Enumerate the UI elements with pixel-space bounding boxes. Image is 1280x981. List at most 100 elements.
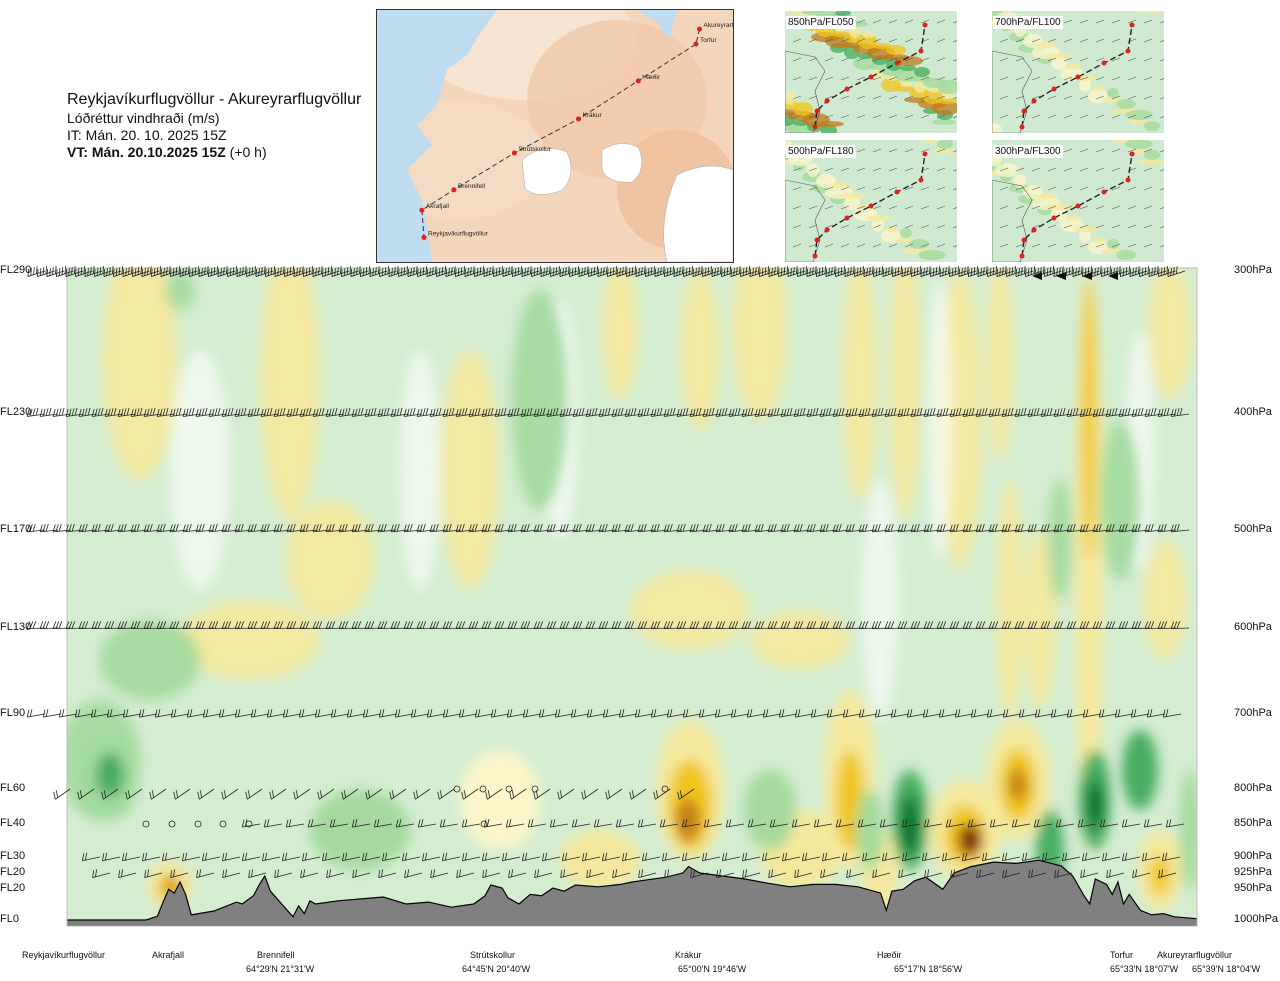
wind-barb [1091, 266, 1110, 277]
wind-barb [559, 523, 579, 533]
wind-barb [635, 266, 654, 277]
velocity-region [1009, 769, 1027, 801]
wind-barb [967, 266, 986, 277]
wind-barb [364, 523, 384, 533]
wind-barb [250, 709, 270, 718]
thumbnail-waypoint [814, 108, 820, 114]
wind-barb [820, 869, 839, 879]
wind-barb [768, 869, 787, 879]
wind-barb [762, 852, 781, 862]
wind-barb [642, 852, 661, 862]
wind-barb [263, 819, 283, 828]
wind-barb [1144, 407, 1164, 417]
wind-barb [522, 852, 541, 862]
velocity-region [1180, 770, 1197, 890]
wind-barb [202, 709, 222, 718]
wind-barb [299, 407, 319, 417]
wind-barb [1079, 523, 1099, 533]
wind-barb [122, 709, 142, 718]
wind-barb [690, 869, 709, 879]
wind-barb [65, 266, 84, 277]
station-coordinate: 65°33'N 18°07'W [1110, 964, 1179, 974]
velocity-region [1150, 855, 1170, 895]
wind-barb [762, 709, 782, 718]
wind-barb [758, 266, 777, 277]
wind-barb [714, 709, 734, 718]
wind-barb [325, 523, 345, 533]
wind-barb [571, 819, 591, 828]
wind-barb [1092, 407, 1112, 417]
wind-barb [954, 709, 974, 718]
thumbnail-700[interactable]: 700hPa/FL100 [992, 11, 1164, 133]
velocity-region [602, 268, 638, 400]
wind-barb [207, 266, 226, 277]
wind-barb [858, 709, 878, 718]
wind-barb [458, 709, 478, 718]
pressure-level-label: 500hPa [1234, 523, 1272, 535]
wind-barb [255, 266, 274, 277]
wind-barb [1033, 819, 1053, 828]
wind-barb [806, 266, 825, 277]
wind-barb [102, 852, 121, 862]
wind-barb [65, 407, 85, 417]
wind-barb [84, 266, 103, 277]
waypoint-label: Krákur [582, 112, 602, 119]
wind-barb [118, 869, 137, 879]
thumbnail-500[interactable]: 500hPa/FL180 [785, 140, 957, 262]
wind-barb [884, 407, 904, 417]
glacier [663, 165, 733, 262]
wind-barb [1131, 621, 1151, 630]
wind-barb [1143, 819, 1163, 828]
wind-barb [872, 266, 891, 277]
wind-barb [464, 266, 483, 277]
velocity-region [180, 600, 320, 680]
wind-barb [182, 407, 202, 417]
wind-barb [46, 266, 65, 277]
wind-barb [312, 621, 332, 630]
wind-barb [1082, 709, 1102, 718]
wind-barb [330, 709, 350, 718]
wind-barb [78, 407, 98, 417]
velocity-region [1122, 730, 1158, 810]
wind-barb [793, 523, 813, 533]
thumbnail-300[interactable]: 300hPa/FL300 [992, 140, 1164, 262]
wind-barb [494, 523, 514, 533]
wind-barb [1014, 621, 1034, 630]
wind-barb [568, 266, 587, 277]
waypoint-marker [697, 26, 703, 32]
wind-barb [891, 266, 910, 277]
wind-barb [682, 709, 702, 718]
wind-barb [397, 266, 416, 277]
wind-barb [989, 819, 1009, 828]
wind-barb [910, 407, 930, 417]
thumbnail-850[interactable]: 850hPa/FL050 [785, 11, 957, 133]
wind-barb [26, 621, 46, 630]
wind-barb [862, 852, 881, 862]
wind-barb [949, 523, 969, 533]
wind-barb [234, 407, 254, 417]
wind-barb [160, 266, 179, 277]
wind-barb [1053, 407, 1073, 417]
wind-barb-pennant [1082, 272, 1092, 280]
wind-barb [1130, 709, 1150, 718]
wind-barb [1118, 523, 1138, 533]
wind-barb [936, 621, 956, 630]
wind-barb [1072, 266, 1091, 277]
wind-barb [871, 523, 891, 533]
wind-barb [138, 709, 158, 718]
wind-barb [247, 523, 267, 533]
wind-barb [156, 621, 176, 630]
wind-barb [559, 621, 579, 630]
wind-barb [676, 523, 696, 533]
wind-barb [942, 852, 961, 862]
wind-barb [142, 852, 161, 862]
wind-barb [169, 407, 189, 417]
wind-barb [962, 852, 981, 862]
pressure-level-label: 1000hPa [1234, 913, 1279, 925]
wind-barb [780, 523, 800, 533]
wind-barb [1102, 852, 1121, 862]
wind-barb [502, 852, 521, 862]
wind-barb [1082, 852, 1101, 862]
wind-barb [739, 266, 758, 277]
